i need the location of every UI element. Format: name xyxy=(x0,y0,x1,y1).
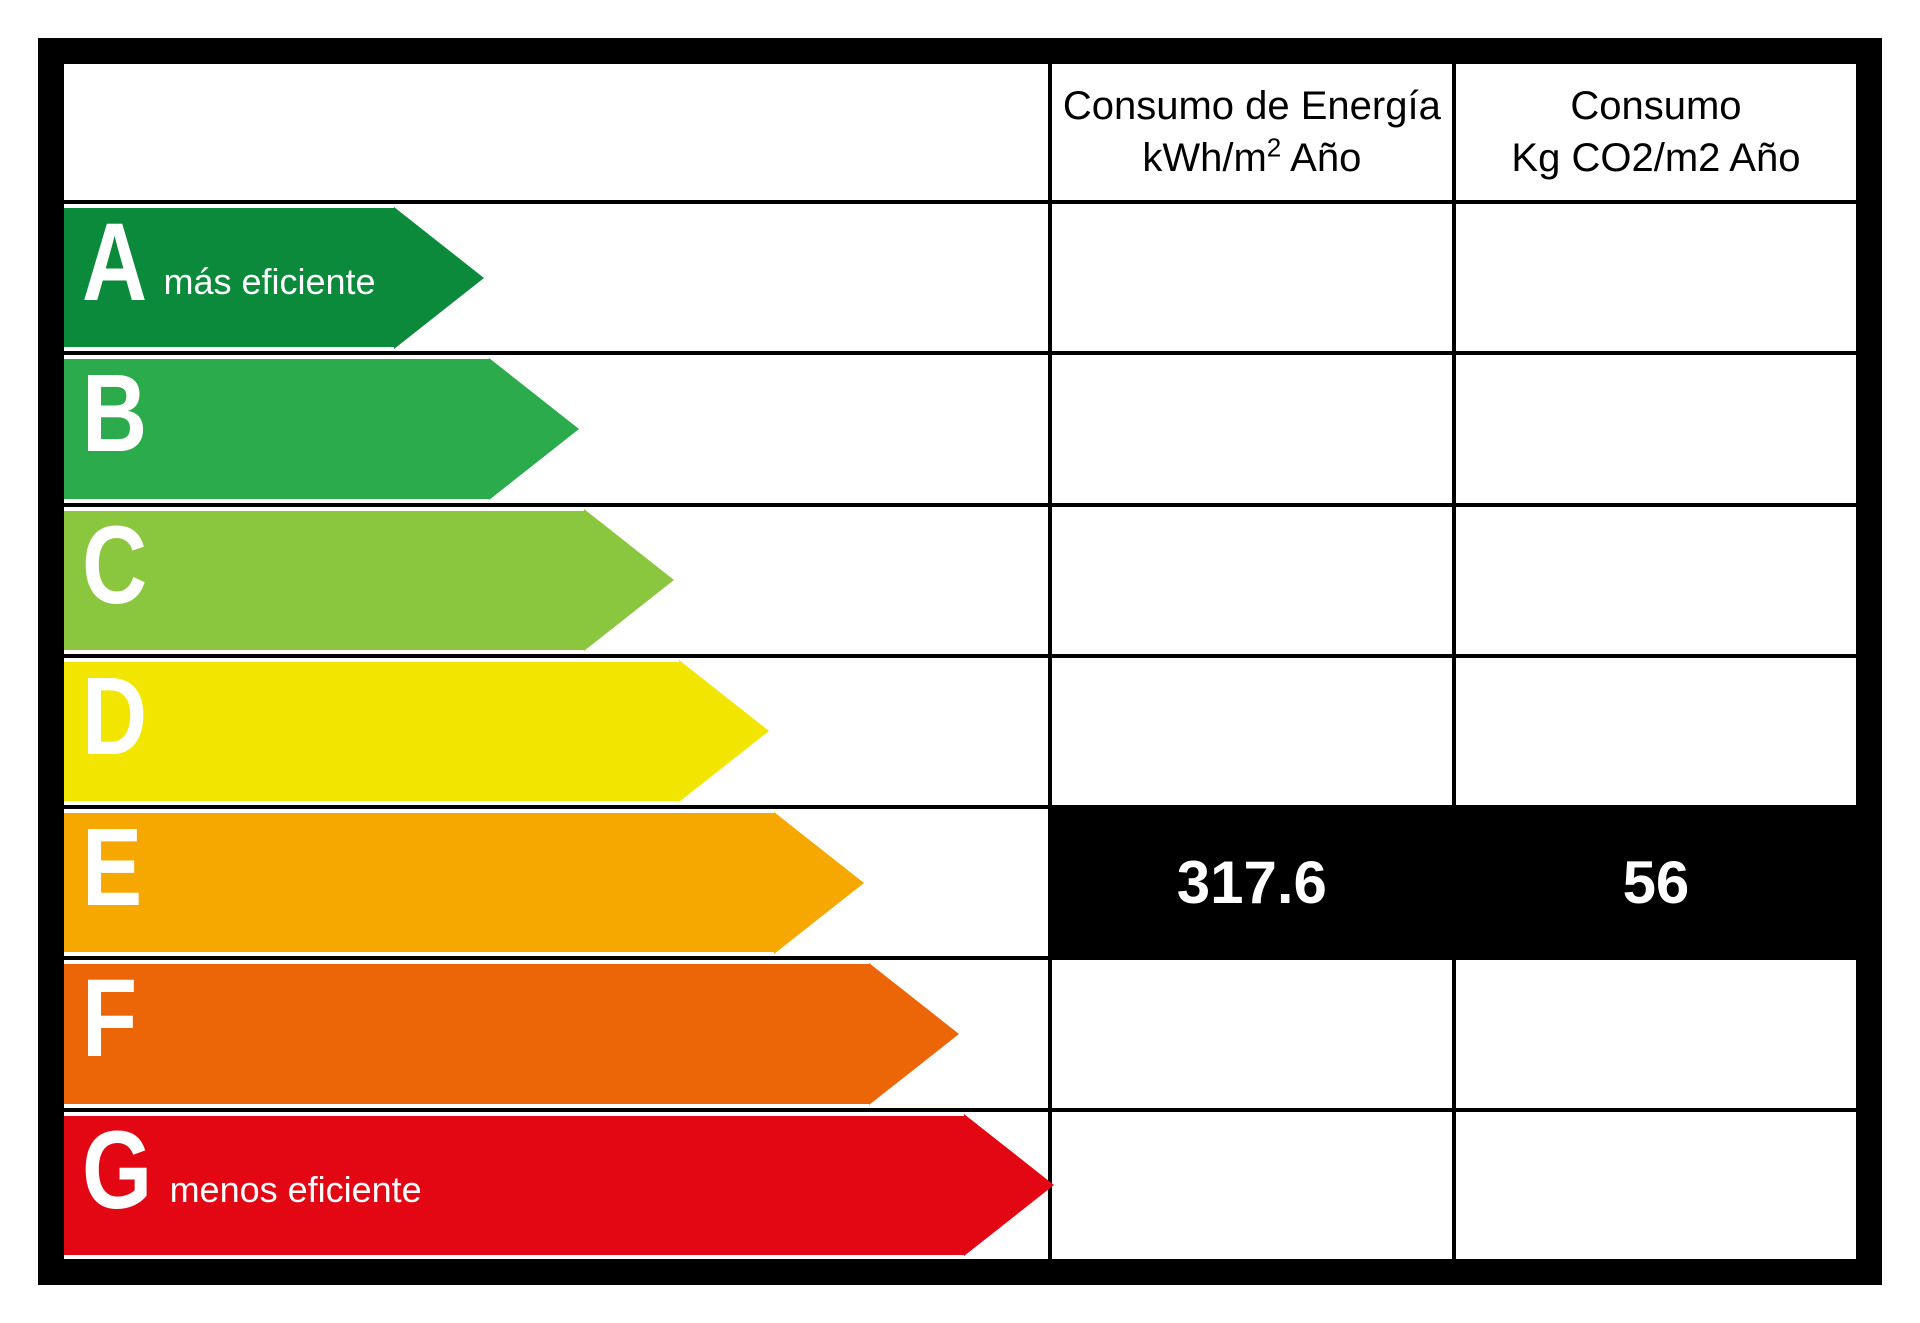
header-co2-consumption: Consumo Kg CO2/m2 Año xyxy=(1454,62,1858,202)
rating-sublabel-g: menos eficiente xyxy=(170,1172,422,1208)
arrow-head-g xyxy=(964,1114,1054,1256)
arrow-head-b xyxy=(489,358,579,500)
rating-row-c: C xyxy=(62,505,1858,656)
arrow-a: Amás eficiente xyxy=(64,208,484,347)
arrow-head-e xyxy=(774,812,864,954)
arrow-body-b: B xyxy=(64,359,489,498)
value-co2-c xyxy=(1454,505,1858,656)
arrow-head-a xyxy=(394,207,484,349)
header-col2-line1: Consumo xyxy=(1570,84,1741,128)
value-energy-g xyxy=(1050,1110,1454,1261)
header-col1-line1: Consumo de Energía xyxy=(1063,84,1441,128)
arrow-cell-a: Amás eficiente xyxy=(62,202,1050,353)
header-col1-line2: kWh/m2 Año xyxy=(1142,136,1361,180)
arrow-head-d xyxy=(679,660,769,802)
value-co2-f xyxy=(1454,958,1858,1109)
rating-sublabel-a: más eficiente xyxy=(163,264,375,300)
arrow-g: Gmenos eficiente xyxy=(64,1116,1054,1255)
rating-row-f: F xyxy=(62,958,1858,1109)
arrow-head-f xyxy=(869,963,959,1105)
value-energy-d xyxy=(1050,656,1454,807)
rating-row-d: D xyxy=(62,656,1858,807)
rating-letter-f: F xyxy=(82,964,137,1074)
rating-letter-a: A xyxy=(82,208,147,318)
arrow-body-f: F xyxy=(64,964,869,1103)
arrow-cell-f: F xyxy=(62,958,1050,1109)
energy-label-container: Consumo de Energía kWh/m2 Año Consumo Kg… xyxy=(0,0,1920,1323)
arrow-head-c xyxy=(584,509,674,651)
value-co2-a xyxy=(1454,202,1858,353)
value-co2-d xyxy=(1454,656,1858,807)
arrow-f: F xyxy=(64,964,959,1103)
rating-row-g: Gmenos eficiente xyxy=(62,1110,1858,1261)
header-col2-line2: Kg CO2/m2 Año xyxy=(1511,136,1800,180)
arrow-cell-g: Gmenos eficiente xyxy=(62,1110,1050,1261)
arrow-body-g: Gmenos eficiente xyxy=(64,1116,964,1255)
value-energy-c xyxy=(1050,505,1454,656)
rating-letter-e: E xyxy=(82,813,142,923)
arrow-body-a: Amás eficiente xyxy=(64,208,394,347)
energy-table: Consumo de Energía kWh/m2 Año Consumo Kg… xyxy=(60,60,1860,1263)
arrow-cell-e: E xyxy=(62,807,1050,958)
rating-row-e: E 317.656 xyxy=(62,807,1858,958)
arrow-body-e: E xyxy=(64,813,774,952)
rating-row-b: B xyxy=(62,353,1858,504)
rating-letter-d: D xyxy=(82,662,147,772)
value-co2-e: 56 xyxy=(1454,807,1858,958)
rating-letter-c: C xyxy=(82,511,147,621)
header-energy-consumption: Consumo de Energía kWh/m2 Año xyxy=(1050,62,1454,202)
value-energy-b xyxy=(1050,353,1454,504)
arrow-b: B xyxy=(64,359,579,498)
value-co2-g xyxy=(1454,1110,1858,1261)
arrow-cell-b: B xyxy=(62,353,1050,504)
energy-label-frame: Consumo de Energía kWh/m2 Año Consumo Kg… xyxy=(38,38,1882,1285)
energy-label-inner: Consumo de Energía kWh/m2 Año Consumo Kg… xyxy=(60,60,1860,1263)
arrow-body-d: D xyxy=(64,662,679,801)
value-co2-b xyxy=(1454,353,1858,504)
rating-row-a: Amás eficiente xyxy=(62,202,1858,353)
rating-letter-b: B xyxy=(82,359,147,469)
value-energy-a xyxy=(1050,202,1454,353)
arrow-c: C xyxy=(64,511,674,650)
arrow-d: D xyxy=(64,662,769,801)
arrow-cell-d: D xyxy=(62,656,1050,807)
header-row: Consumo de Energía kWh/m2 Año Consumo Kg… xyxy=(62,62,1858,202)
arrow-cell-c: C xyxy=(62,505,1050,656)
arrow-body-c: C xyxy=(64,511,584,650)
value-energy-f xyxy=(1050,958,1454,1109)
arrow-e: E xyxy=(64,813,864,952)
header-empty xyxy=(62,62,1050,202)
value-energy-e: 317.6 xyxy=(1050,807,1454,958)
rating-letter-g: G xyxy=(82,1116,152,1226)
